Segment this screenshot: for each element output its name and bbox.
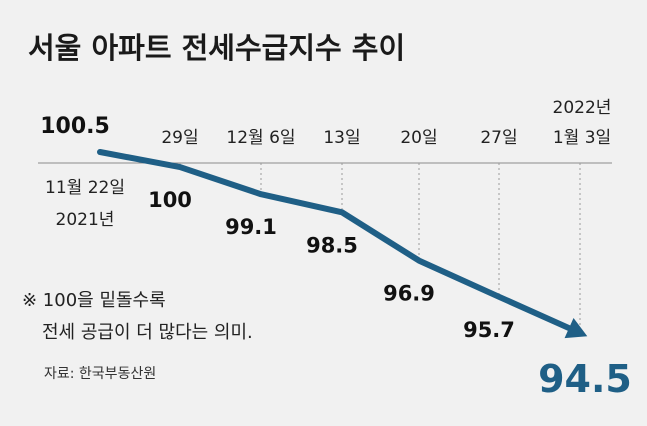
guide-lines bbox=[38, 162, 612, 333]
data-label: 100.5 bbox=[40, 114, 110, 139]
note-line-1: ※ 100을 밑돌수록 bbox=[22, 290, 166, 311]
x-tick-label: 12월 6일 bbox=[226, 128, 295, 148]
note-line-2: 전세 공급이 더 많다는 의미. bbox=[42, 322, 253, 343]
x-tick-label: 1월 3일 bbox=[553, 128, 611, 148]
data-label: 94.5 bbox=[538, 357, 632, 401]
data-labels: 100.5 100 99.1 98.5 96.9 95.7 94.5 bbox=[40, 114, 632, 401]
x-tick-label: 2022년 bbox=[553, 98, 612, 118]
x-tick-label: 11월 22일 bbox=[45, 178, 125, 198]
x-tick-label: 2021년 bbox=[56, 210, 115, 230]
data-label: 100 bbox=[148, 188, 192, 212]
series-line bbox=[97, 149, 588, 339]
x-tick-label: 20일 bbox=[400, 128, 437, 148]
data-label: 99.1 bbox=[225, 215, 277, 239]
data-label: 96.9 bbox=[383, 282, 435, 306]
data-label: 98.5 bbox=[306, 233, 358, 257]
x-tick-label: 27일 bbox=[480, 128, 517, 148]
x-tick-label: 29일 bbox=[161, 128, 198, 148]
x-tick-label: 13일 bbox=[323, 128, 360, 148]
x-tick-labels: 11월 22일 2021년 29일 12월 6일 13일 20일 27일 2022년 1월 3일 bbox=[45, 98, 611, 230]
chart-title: 서울 아파트 전세수급지수 추이 bbox=[28, 31, 405, 65]
source-text: 자료: 한국부동산원 bbox=[44, 366, 156, 382]
data-label: 95.7 bbox=[463, 318, 515, 342]
arrow-head-icon bbox=[564, 318, 588, 339]
